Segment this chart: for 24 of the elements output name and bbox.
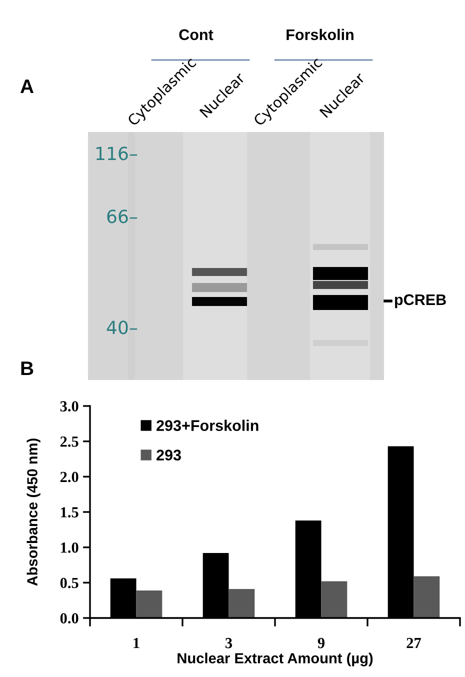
legend-label: 293+Forskolin xyxy=(156,420,258,431)
bar xyxy=(321,581,348,618)
x-tick-label: 3 xyxy=(226,638,232,648)
y-tick-label: 0.0 xyxy=(60,613,78,624)
chart-title: B xyxy=(21,362,34,376)
y-axis-title: Absorbance (450 nm) xyxy=(26,438,40,586)
x-tick-label: 1 xyxy=(134,638,140,648)
y-tick-label: 2.0 xyxy=(60,472,78,482)
bar xyxy=(414,576,440,618)
text: Forskolin xyxy=(286,28,354,40)
y-tick-label: 1.5 xyxy=(61,507,78,518)
bar xyxy=(228,589,255,618)
y-tick-label: 1.0 xyxy=(61,542,78,553)
x-tick-label: 9 xyxy=(318,638,325,648)
x-axis-title: Nuclear Extract Amount (µg) xyxy=(178,652,373,666)
x-tick-label: 27 xyxy=(406,638,422,648)
y-tick-label: 0.5 xyxy=(60,578,78,588)
bar xyxy=(136,590,162,618)
y-tick-label: 2.5 xyxy=(60,436,78,447)
legend-label: 293 xyxy=(156,450,181,461)
text: A xyxy=(20,80,34,94)
y-tick-label: 3.0 xyxy=(60,401,78,412)
text: Cont xyxy=(179,29,214,40)
text: pCREB xyxy=(395,294,446,308)
